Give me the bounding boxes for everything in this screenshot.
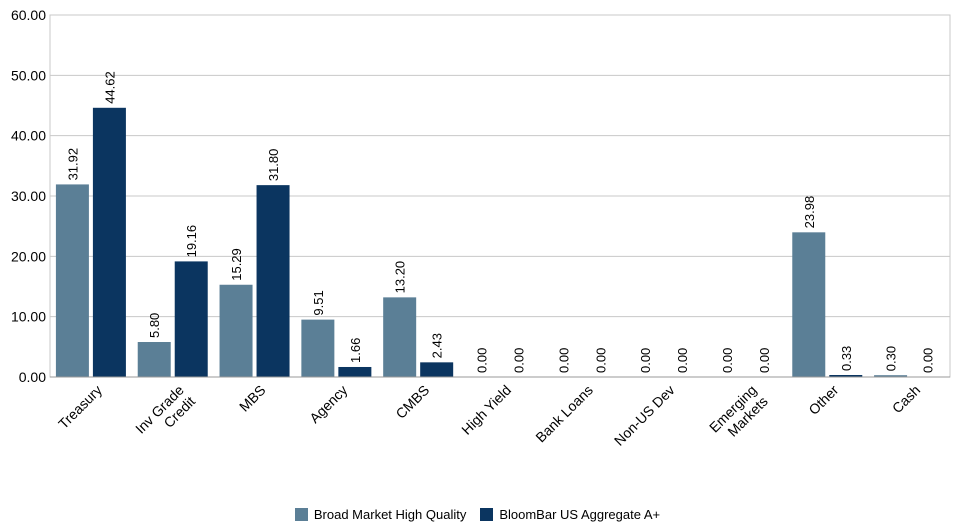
x-tick-label: Agency xyxy=(306,382,350,426)
data-label: 0.00 xyxy=(720,348,735,373)
x-tick-label-line: Agency xyxy=(306,382,350,426)
bar xyxy=(338,366,372,377)
legend-item-bloombar[interactable]: BloomBar US Aggregate A+ xyxy=(480,507,660,522)
legend-swatch xyxy=(294,508,308,521)
x-tick-label-line: Cash xyxy=(889,382,923,416)
y-tick-label: 0.00 xyxy=(19,369,46,385)
bar xyxy=(55,184,89,377)
legend: Broad Market High Quality BloomBar US Ag… xyxy=(0,507,955,522)
y-tick-label: 10.00 xyxy=(11,309,46,325)
x-tick-label-line: MBS xyxy=(236,382,269,415)
legend-item-broad-market[interactable]: Broad Market High Quality xyxy=(294,507,467,522)
bar xyxy=(256,185,290,377)
data-label: 0.33 xyxy=(839,346,854,371)
x-tick-label: EmergingMarkets xyxy=(706,382,771,447)
x-tick-label: Cash xyxy=(889,382,923,416)
data-label: 5.80 xyxy=(147,313,162,338)
y-tick-label: 40.00 xyxy=(11,128,46,144)
x-tick-label: Bank Loans xyxy=(532,382,596,446)
y-tick-label: 60.00 xyxy=(11,7,46,23)
x-tick-label: High Yield xyxy=(458,382,514,438)
data-label: 0.00 xyxy=(757,348,772,373)
bar xyxy=(174,261,208,377)
data-label: 0.00 xyxy=(675,348,690,373)
bar xyxy=(383,297,417,377)
data-label: 2.43 xyxy=(430,333,445,358)
x-tick-label-line: CMBS xyxy=(392,382,432,422)
data-label: 0.00 xyxy=(593,348,608,373)
x-tick-label-line: Other xyxy=(805,382,841,418)
data-label: 31.92 xyxy=(65,148,80,181)
x-tick-label: CMBS xyxy=(392,382,432,422)
bar xyxy=(301,319,335,377)
data-label: 23.98 xyxy=(802,196,817,229)
x-tick-label: MBS xyxy=(236,382,269,415)
x-tick-label-line: Treasury xyxy=(55,382,105,432)
data-label: 0.00 xyxy=(638,348,653,373)
y-tick-label: 50.00 xyxy=(11,67,46,83)
x-tick-label-line: Bank Loans xyxy=(532,382,596,446)
data-label: 31.80 xyxy=(266,149,281,182)
data-label: 0.00 xyxy=(512,348,527,373)
data-label: 0.30 xyxy=(884,346,899,371)
data-label: 15.29 xyxy=(229,248,244,281)
bar xyxy=(219,284,253,377)
x-tick-label-line: Non-US Dev xyxy=(611,382,678,449)
data-label: 0.00 xyxy=(556,348,571,373)
x-tick-label: Treasury xyxy=(55,382,105,432)
y-tick-label: 30.00 xyxy=(11,188,46,204)
data-label: 0.00 xyxy=(921,348,936,373)
data-label: 19.16 xyxy=(184,225,199,258)
x-tick-label-line: High Yield xyxy=(458,382,514,438)
bar xyxy=(420,362,454,377)
bar xyxy=(137,342,171,377)
data-label: 44.62 xyxy=(102,71,117,104)
data-label: 9.51 xyxy=(311,290,326,315)
x-tick-label: Other xyxy=(805,382,841,418)
data-label: 0.00 xyxy=(475,348,490,373)
bar xyxy=(874,375,908,377)
data-label: 1.66 xyxy=(348,338,363,363)
bar xyxy=(92,107,126,377)
x-tick-label: Inv GradeCredit xyxy=(132,382,198,448)
data-label: 13.20 xyxy=(393,261,408,294)
bar xyxy=(829,375,863,377)
x-tick-label: Non-US Dev xyxy=(611,382,678,449)
legend-swatch xyxy=(480,508,494,521)
y-tick-label: 20.00 xyxy=(11,248,46,264)
bar xyxy=(792,232,826,377)
legend-label: Broad Market High Quality xyxy=(313,507,467,522)
legend-label: BloomBar US Aggregate A+ xyxy=(499,507,661,522)
bar-chart: 0.00 10.00 20.00 30.00 40.00 50.00 60.00 31.92 4… xyxy=(11,7,951,449)
